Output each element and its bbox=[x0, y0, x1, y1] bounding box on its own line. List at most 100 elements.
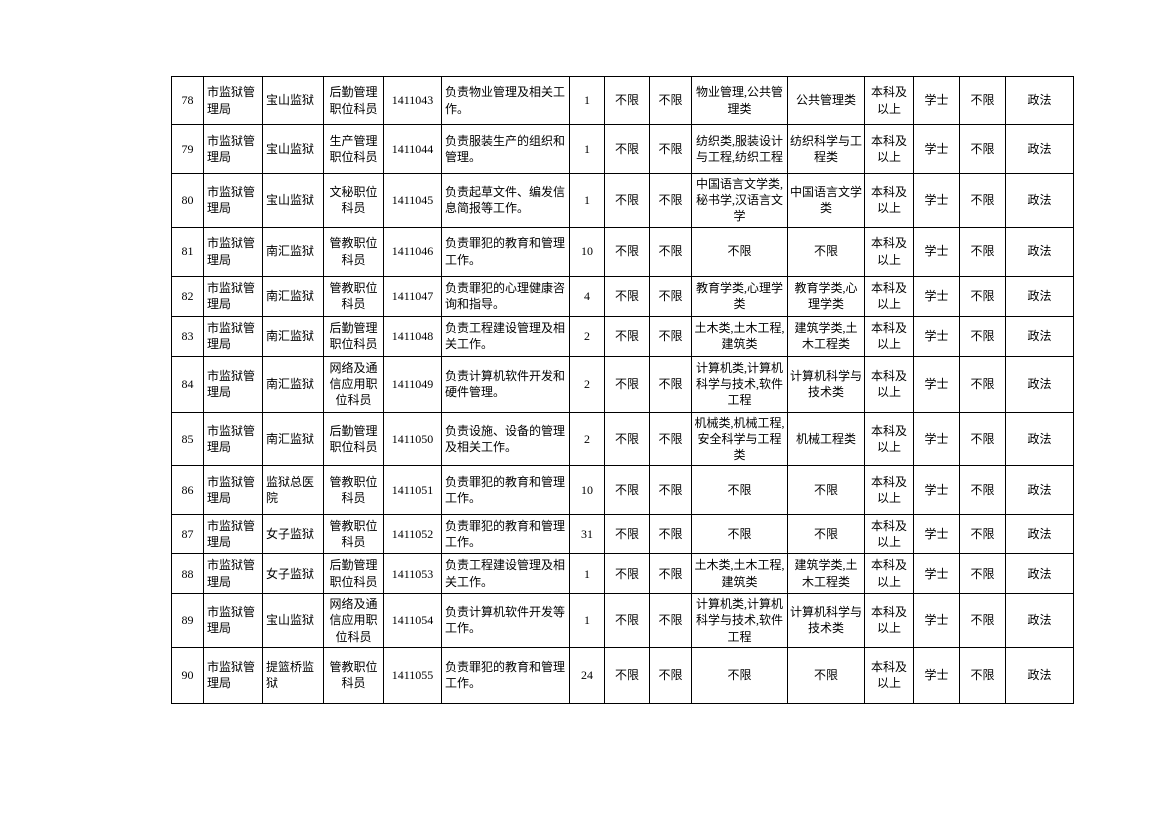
cell: 1 bbox=[570, 174, 605, 228]
cell: 机械类,机械工程,安全科学与工程类 bbox=[692, 412, 788, 466]
cell: 市监狱管理局 bbox=[204, 125, 263, 174]
cell: 负责罪犯的教育和管理工作。 bbox=[442, 647, 570, 703]
cell: 不限 bbox=[605, 594, 650, 648]
cell: 南汇监狱 bbox=[263, 356, 324, 412]
cell: 1 bbox=[570, 554, 605, 594]
cell: 不限 bbox=[605, 356, 650, 412]
cell: 90 bbox=[172, 647, 204, 703]
cell: 1 bbox=[570, 125, 605, 174]
cell: 81 bbox=[172, 227, 204, 276]
cell: 管教职位科员 bbox=[324, 227, 384, 276]
cell: 中国语言文学类,秘书学,汉语言文学 bbox=[692, 174, 788, 228]
cell: 政法 bbox=[1006, 276, 1074, 316]
cell: 市监狱管理局 bbox=[204, 276, 263, 316]
cell: 建筑学类,土木工程类 bbox=[788, 554, 865, 594]
cell: 1411052 bbox=[384, 515, 442, 554]
cell: 不限 bbox=[650, 647, 692, 703]
cell: 学士 bbox=[914, 647, 960, 703]
document-page: 78市监狱管理局宝山监狱后勤管理职位科员1411043负责物业管理及相关工作。1… bbox=[96, 0, 1074, 704]
cell: 政法 bbox=[1006, 515, 1074, 554]
cell: 后勤管理职位科员 bbox=[324, 77, 384, 125]
cell: 不限 bbox=[650, 554, 692, 594]
cell: 宝山监狱 bbox=[263, 174, 324, 228]
table-row: 89市监狱管理局宝山监狱网络及通信应用职位科员1411054负责计算机软件开发等… bbox=[172, 594, 1074, 648]
cell: 本科及以上 bbox=[865, 276, 914, 316]
cell: 不限 bbox=[960, 554, 1006, 594]
cell: 负责设施、设备的管理及相关工作。 bbox=[442, 412, 570, 466]
cell: 市监狱管理局 bbox=[204, 412, 263, 466]
cell: 不限 bbox=[960, 174, 1006, 228]
cell: 政法 bbox=[1006, 356, 1074, 412]
cell: 学士 bbox=[914, 356, 960, 412]
cell: 本科及以上 bbox=[865, 594, 914, 648]
cell: 机械工程类 bbox=[788, 412, 865, 466]
table-row: 80市监狱管理局宝山监狱文秘职位科员1411045负责起草文件、编发信息简报等工… bbox=[172, 174, 1074, 228]
cell: 1411048 bbox=[384, 316, 442, 356]
cell: 负责罪犯的教育和管理工作。 bbox=[442, 227, 570, 276]
cell: 不限 bbox=[788, 515, 865, 554]
cell: 不限 bbox=[960, 316, 1006, 356]
cell: 文秘职位科员 bbox=[324, 174, 384, 228]
cell: 管教职位科员 bbox=[324, 466, 384, 515]
cell: 网络及通信应用职位科员 bbox=[324, 594, 384, 648]
cell: 市监狱管理局 bbox=[204, 647, 263, 703]
cell: 本科及以上 bbox=[865, 515, 914, 554]
cell: 负责起草文件、编发信息简报等工作。 bbox=[442, 174, 570, 228]
cell: 本科及以上 bbox=[865, 174, 914, 228]
cell: 网络及通信应用职位科员 bbox=[324, 356, 384, 412]
cell: 南汇监狱 bbox=[263, 412, 324, 466]
cell: 政法 bbox=[1006, 647, 1074, 703]
cell: 不限 bbox=[960, 356, 1006, 412]
cell: 纺织科学与工程类 bbox=[788, 125, 865, 174]
cell: 不限 bbox=[692, 647, 788, 703]
cell: 不限 bbox=[605, 412, 650, 466]
cell: 负责罪犯的心理健康咨询和指导。 bbox=[442, 276, 570, 316]
cell: 87 bbox=[172, 515, 204, 554]
cell: 宝山监狱 bbox=[263, 125, 324, 174]
cell: 不限 bbox=[605, 276, 650, 316]
cell: 86 bbox=[172, 466, 204, 515]
cell: 负责计算机软件开发等工作。 bbox=[442, 594, 570, 648]
cell: 本科及以上 bbox=[865, 647, 914, 703]
cell: 市监狱管理局 bbox=[204, 77, 263, 125]
cell: 南汇监狱 bbox=[263, 316, 324, 356]
cell: 生产管理职位科员 bbox=[324, 125, 384, 174]
cell: 不限 bbox=[650, 316, 692, 356]
cell: 提篮桥监狱 bbox=[263, 647, 324, 703]
cell: 本科及以上 bbox=[865, 466, 914, 515]
table-row: 87市监狱管理局女子监狱管教职位科员1411052负责罪犯的教育和管理工作。31… bbox=[172, 515, 1074, 554]
cell: 政法 bbox=[1006, 227, 1074, 276]
cell: 中国语言文学类 bbox=[788, 174, 865, 228]
cell: 不限 bbox=[605, 466, 650, 515]
cell: 1411054 bbox=[384, 594, 442, 648]
cell: 教育学类,心理学类 bbox=[692, 276, 788, 316]
cell: 不限 bbox=[960, 412, 1006, 466]
cell: 学士 bbox=[914, 412, 960, 466]
cell: 不限 bbox=[650, 412, 692, 466]
cell: 市监狱管理局 bbox=[204, 356, 263, 412]
cell: 学士 bbox=[914, 276, 960, 316]
cell: 教育学类,心理学类 bbox=[788, 276, 865, 316]
cell: 不限 bbox=[605, 647, 650, 703]
cell: 不限 bbox=[650, 227, 692, 276]
cell: 学士 bbox=[914, 227, 960, 276]
cell: 市监狱管理局 bbox=[204, 594, 263, 648]
cell: 监狱总医院 bbox=[263, 466, 324, 515]
cell: 不限 bbox=[605, 316, 650, 356]
cell: 1411051 bbox=[384, 466, 442, 515]
cell: 学士 bbox=[914, 77, 960, 125]
cell: 政法 bbox=[1006, 412, 1074, 466]
cell: 1 bbox=[570, 594, 605, 648]
cell: 10 bbox=[570, 227, 605, 276]
cell: 公共管理类 bbox=[788, 77, 865, 125]
cell: 后勤管理职位科员 bbox=[324, 554, 384, 594]
cell: 学士 bbox=[914, 515, 960, 554]
table-body: 78市监狱管理局宝山监狱后勤管理职位科员1411043负责物业管理及相关工作。1… bbox=[172, 77, 1074, 704]
cell: 市监狱管理局 bbox=[204, 227, 263, 276]
cell: 31 bbox=[570, 515, 605, 554]
cell: 市监狱管理局 bbox=[204, 466, 263, 515]
table-row: 82市监狱管理局南汇监狱管教职位科员1411047负责罪犯的心理健康咨询和指导。… bbox=[172, 276, 1074, 316]
cell: 不限 bbox=[650, 174, 692, 228]
cell: 学士 bbox=[914, 174, 960, 228]
cell: 88 bbox=[172, 554, 204, 594]
